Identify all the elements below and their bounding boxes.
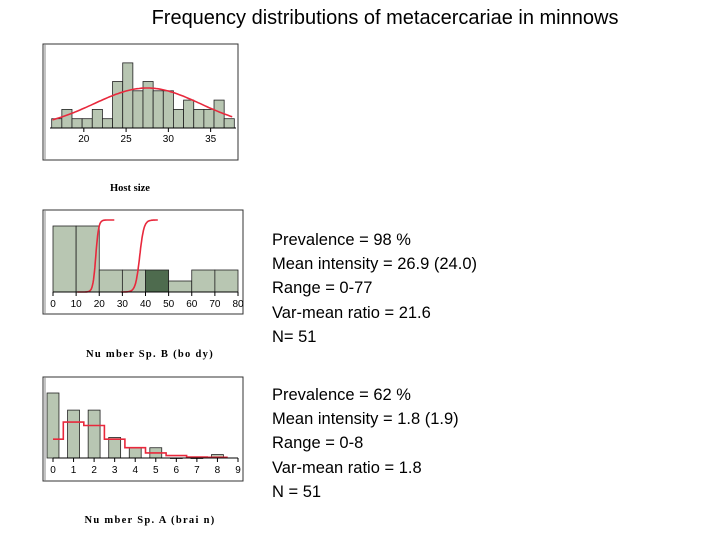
- histogram-bar: [87, 409, 101, 459]
- x-tick-label: 8: [215, 465, 221, 476]
- host-size-chart: 20 25 30 35: [42, 43, 239, 161]
- prevalence-text: Prevalence = 98 %: [272, 231, 411, 249]
- histogram-bar: [122, 62, 134, 129]
- histogram-bar: [162, 90, 174, 129]
- x-tick-label: 2: [91, 465, 97, 476]
- x-tick-label: 30: [117, 299, 129, 310]
- x-tick-label: 60: [186, 299, 198, 310]
- stats-sp-b: Prevalence = 98 % Mean intensity = 26.9 …: [272, 228, 477, 349]
- histogram-bar: [98, 269, 123, 293]
- histogram-bar: [67, 409, 80, 459]
- x-tick-label: 30: [163, 134, 175, 145]
- plot-frame: [42, 43, 239, 161]
- sp-a-axis-label: Nu mber Sp. A (brai n): [84, 515, 216, 526]
- histogram-bar: [102, 118, 113, 129]
- sp-b-axis-label: Nu mber Sp. B (bo dy): [85, 349, 215, 360]
- stats-sp-a: Prevalence = 62 % Mean intensity = 1.8 (…: [272, 383, 459, 504]
- histogram-bar: [168, 280, 193, 293]
- prevalence-text: Prevalence = 62 %: [272, 386, 411, 404]
- normal-fit-curve: [52, 87, 233, 121]
- histogram-bar: [46, 392, 60, 459]
- sp-b-body-chart: 0 10 20 30 40 50 60 70 80: [42, 209, 244, 315]
- x-tick-label: 3: [112, 465, 118, 476]
- x-tick-label: 6: [174, 465, 180, 476]
- histogram-bar: [108, 437, 122, 459]
- plot-frame: [42, 209, 244, 315]
- n-text: N= 51: [272, 327, 317, 346]
- step-fit-curve: [53, 421, 228, 459]
- histogram-bar: [112, 81, 124, 129]
- histogram-sp-b-body: 0 10 20 30 40 50 60 70 80: [40, 208, 255, 318]
- x-tick-label: 70: [209, 299, 221, 310]
- histogram-bar: [71, 118, 83, 129]
- histogram-bar-highlight: [145, 269, 170, 293]
- histogram-bar: [52, 225, 77, 293]
- x-tick-label: 20: [78, 134, 90, 145]
- x-tick-label: 4: [132, 465, 138, 476]
- x-tick-label: 35: [205, 134, 217, 145]
- x-tick-label: 5: [153, 465, 159, 476]
- x-tick-label: 1: [71, 465, 77, 476]
- histogram-sp-a-brain: 0 1 2 3 4 5 6 7 8 9: [40, 375, 255, 485]
- x-tick-label: 20: [94, 299, 106, 310]
- histogram-bar: [81, 118, 93, 129]
- n-text: N = 51: [272, 482, 322, 501]
- sp-a-brain-chart: 0 1 2 3 4 5 6 7 8 9: [42, 376, 244, 482]
- histogram-bar: [191, 269, 216, 293]
- histogram-bar: [193, 108, 205, 129]
- histogram-host-size: 20 25 30 35: [40, 43, 250, 164]
- x-tick-label: 0: [50, 465, 56, 476]
- x-tick-label: 9: [235, 465, 241, 476]
- histogram-bar: [128, 447, 142, 459]
- histogram-bar: [152, 90, 164, 129]
- histogram-bar: [61, 108, 73, 129]
- host-size-axis-label: Host size: [110, 183, 150, 194]
- var-mean-ratio-text: Var-mean ratio = 21.6: [272, 303, 431, 322]
- histogram-bar: [132, 90, 144, 129]
- x-tick-label: 7: [194, 465, 200, 476]
- histogram-bar: [203, 108, 215, 129]
- x-tick-label: 0: [50, 299, 56, 310]
- x-tick-label: 40: [140, 299, 152, 310]
- page-title: Frequency distributions of metacercariae…: [151, 7, 619, 29]
- x-tick-label: 50: [163, 299, 175, 310]
- x-tick-label: 80: [232, 299, 244, 310]
- x-tick-label: 10: [71, 299, 83, 310]
- histogram-bar: [214, 269, 239, 293]
- mean-intensity-text: Mean intensity = 26.9 (24.0): [272, 255, 477, 274]
- mean-intensity-text: Mean intensity = 1.8 (1.9): [272, 410, 459, 429]
- x-tick-label: 25: [121, 134, 133, 145]
- histogram-bar: [183, 99, 195, 129]
- range-text: Range = 0-77: [272, 279, 373, 298]
- var-mean-ratio-text: Var-mean ratio = 1.8: [272, 458, 422, 477]
- histogram-bar: [223, 118, 235, 129]
- range-text: Range = 0-8: [272, 434, 364, 453]
- histogram-bar: [173, 108, 184, 129]
- histogram-bar: [91, 108, 103, 129]
- plot-frame: [42, 376, 244, 482]
